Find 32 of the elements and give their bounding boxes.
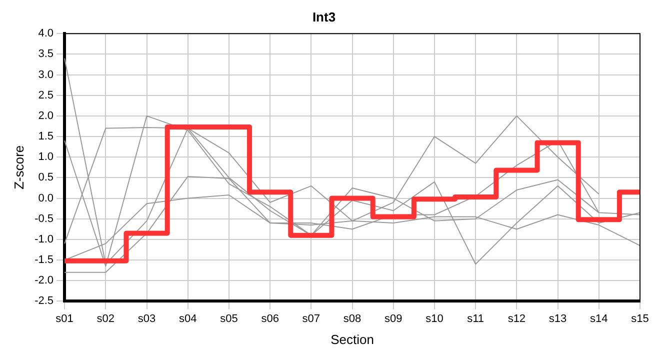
x-tick-label: s09 <box>384 312 402 325</box>
y-tick-label: 1.5 <box>38 130 54 143</box>
y-tick-label: -1.0 <box>34 233 54 246</box>
x-tick-label: s13 <box>548 312 567 325</box>
y-tick-label: -0.5 <box>34 212 54 225</box>
y-tick-label: 2.5 <box>38 89 54 102</box>
x-tick-label: s15 <box>631 312 649 325</box>
y-axis-title: Z-score <box>11 145 26 190</box>
x-tick-label: s01 <box>56 312 74 325</box>
y-tick-label: -2.5 <box>34 295 54 308</box>
x-tick-label: s08 <box>343 312 362 325</box>
x-tick-label: s07 <box>302 312 320 325</box>
y-tick-label: 2.0 <box>38 110 54 122</box>
x-tick-label: s06 <box>261 312 279 325</box>
chart-title: Int3 <box>312 9 336 24</box>
x-tick-label: s04 <box>178 312 197 325</box>
x-tick-label: s02 <box>96 312 115 325</box>
y-tick-label: 3.0 <box>38 68 54 81</box>
y-tick-label: 4.0 <box>38 28 54 40</box>
x-axis-title: Section <box>330 332 374 347</box>
x-tick-label: s10 <box>426 312 444 325</box>
x-tick-label: s12 <box>508 312 526 325</box>
y-tick-label: -2.0 <box>34 274 54 287</box>
x-tick-label: s11 <box>467 312 484 325</box>
x-tick-label: s14 <box>590 312 608 325</box>
y-tick-label: 0.0 <box>38 192 54 204</box>
y-tick-label: -1.5 <box>34 254 54 266</box>
x-tick-label: s05 <box>220 312 238 325</box>
x-tick-label: s03 <box>138 312 156 325</box>
y-tick-label: 1.0 <box>38 151 54 164</box>
y-tick-label: 0.5 <box>38 172 54 184</box>
y-tick-label: 3.5 <box>38 48 54 60</box>
